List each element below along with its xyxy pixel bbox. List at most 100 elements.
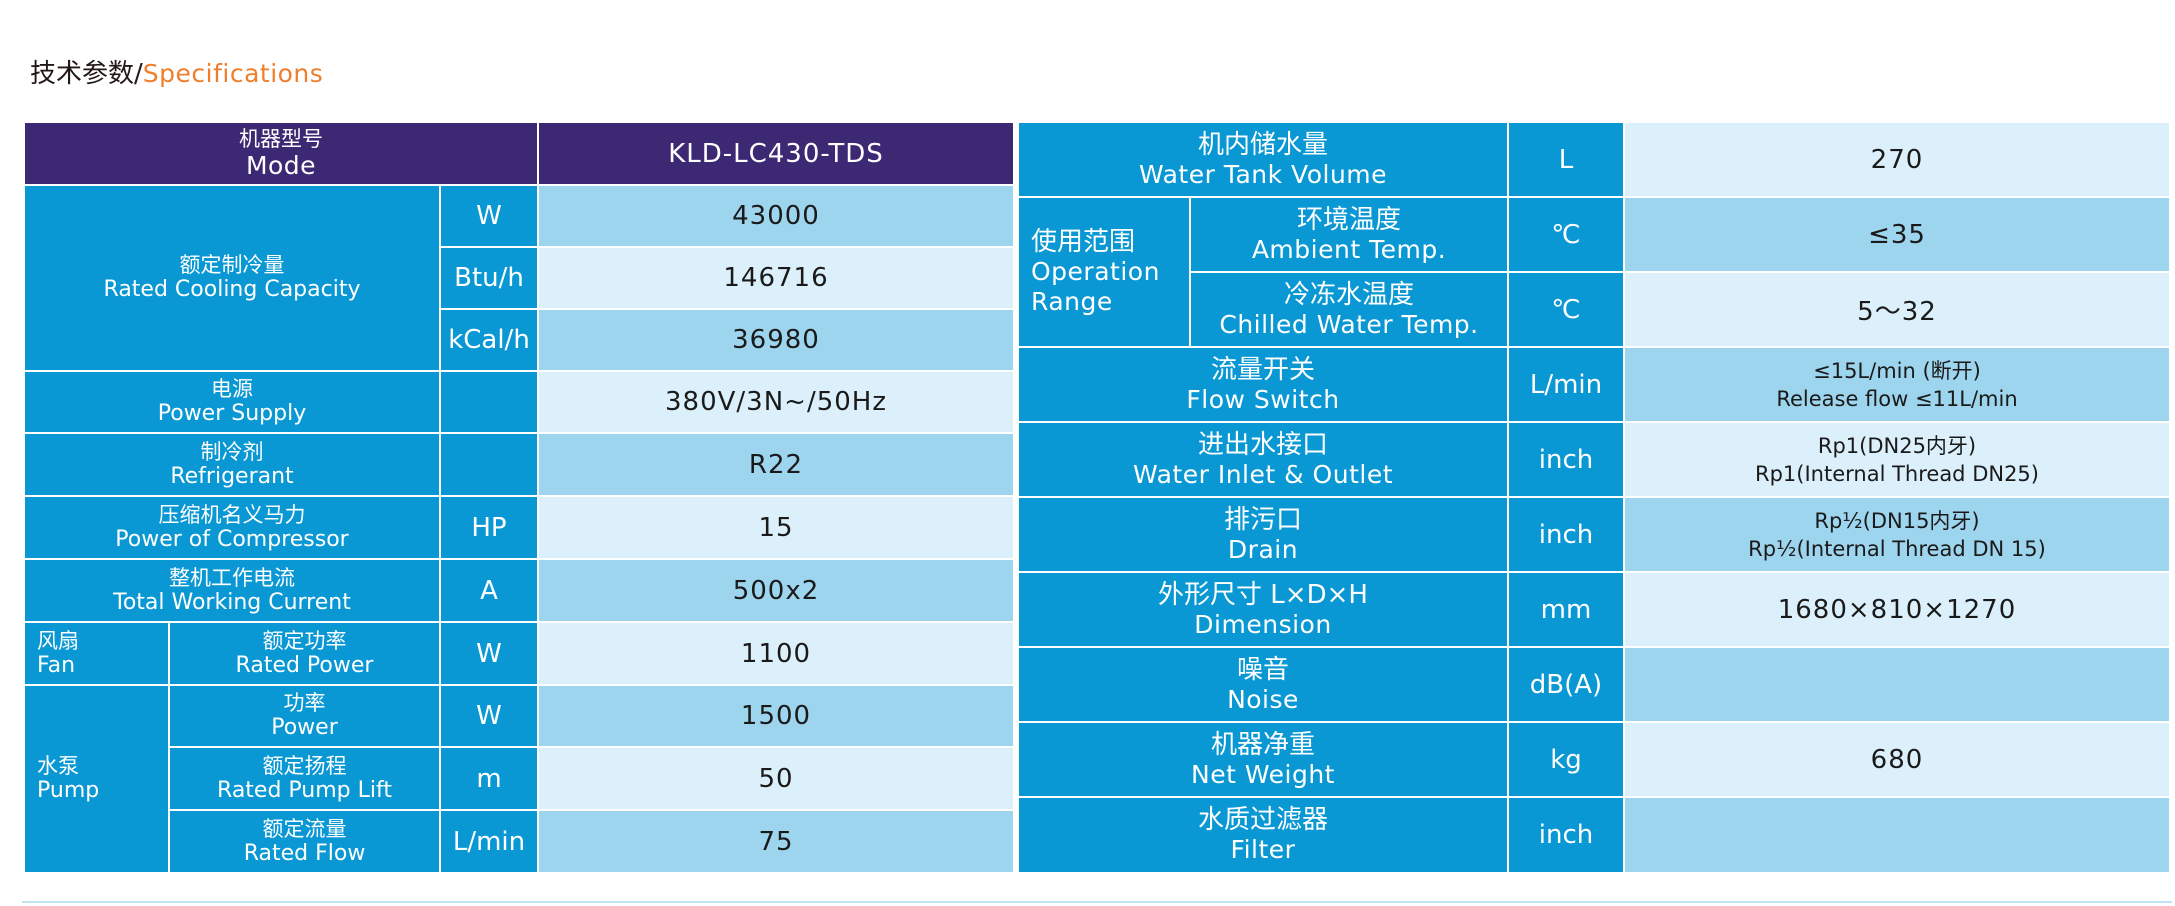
label-en: Power	[271, 715, 338, 740]
unit-cell: inch	[1508, 422, 1624, 497]
value-cell: 680	[1624, 722, 2170, 797]
unit-cell: L/min	[1508, 347, 1624, 422]
pump-label: 水泵 Pump	[24, 685, 169, 873]
label-zh: 制冷剂	[200, 439, 264, 464]
unit-cell: A	[440, 559, 538, 622]
chilled-water-temp-label: 冷冻水温度 Chilled Water Temp.	[1190, 272, 1508, 347]
unit-cell: Btu/h	[440, 247, 538, 309]
label-en: Drain	[1227, 534, 1299, 564]
value-text: 1500	[740, 701, 812, 731]
title-zh: 技术参数/	[30, 59, 143, 89]
unit-cell: kg	[1508, 722, 1624, 797]
value-text: Release flow ≤11L/min	[1776, 386, 2018, 411]
unit-cell: L	[1508, 122, 1624, 197]
unit-text: W	[476, 638, 502, 669]
cooling-capacity-label: 额定制冷量 Rated Cooling Capacity	[24, 185, 440, 371]
value-text: 270	[1870, 144, 1924, 175]
power-supply-label: 电源 Power Supply	[24, 371, 440, 433]
value-text: 50	[758, 763, 794, 794]
label-en: Fan	[37, 652, 76, 678]
value-cell: ≤35	[1624, 197, 2170, 272]
pump-flow-label: 额定流量 Rated Flow	[169, 810, 440, 873]
value-cell: Rp1(DN25内牙) Rp1(Internal Thread DN25)	[1624, 422, 2170, 497]
label-zh: 水质过滤器	[1197, 805, 1328, 835]
label-zh: 整机工作电流	[169, 565, 295, 590]
value-text: Rp½(Internal Thread DN 15)	[1748, 536, 2046, 561]
value-cell: 5～32	[1624, 272, 2170, 347]
unit-cell: dB(A)	[1508, 647, 1624, 722]
value-text: 1680×810×1270	[1777, 594, 2017, 625]
fan-label: 风扇 Fan	[24, 622, 169, 685]
label-en: Net Weight	[1191, 759, 1335, 789]
unit-cell: HP	[440, 496, 538, 559]
value-text: Rp½(DN15内牙)	[1814, 508, 1980, 533]
value-cell: Rp½(DN15内牙) Rp½(Internal Thread DN 15)	[1624, 497, 2170, 572]
label-zh: 额定流量	[262, 816, 347, 841]
unit-cell: ℃	[1508, 272, 1624, 347]
model-value: KLD-LC430-TDS	[538, 122, 1014, 185]
label-en: Refrigerant	[170, 463, 294, 489]
label-zh: 额定功率	[262, 628, 347, 653]
value-text: 43000	[732, 201, 820, 231]
label-en: Power Supply	[157, 401, 307, 426]
unit-text: HP	[471, 512, 507, 543]
value-text: 380V/3N~/50Hz	[665, 387, 887, 417]
label-zh: 额定扬程	[262, 753, 347, 778]
unit-text: dB(A)	[1529, 669, 1603, 700]
label-zh: 排污口	[1223, 504, 1302, 535]
value-cell: R22	[538, 433, 1014, 496]
label-zh: 冷冻水温度	[1283, 279, 1414, 310]
unit-text: A	[480, 575, 498, 606]
unit-text: mm	[1540, 594, 1592, 625]
unit-text: W	[476, 201, 502, 231]
value-cell	[1624, 647, 2170, 722]
label-zh: 功率	[283, 691, 326, 715]
value-cell: 1680×810×1270	[1624, 572, 2170, 647]
value-text: Rp1(Internal Thread DN25)	[1755, 461, 2039, 486]
label-en: Rated Pump Lift	[217, 777, 392, 803]
unit-cell: W	[440, 622, 538, 685]
value-cell: 146716	[538, 247, 1014, 309]
label-en: Rated Cooling Capacity	[103, 277, 361, 302]
value-cell: 1100	[538, 622, 1014, 685]
unit-text: kCal/h	[448, 325, 530, 355]
unit-cell: kCal/h	[440, 309, 538, 371]
label-zh: 流量开关	[1210, 354, 1315, 385]
unit-text: L/min	[452, 826, 526, 857]
unit-cell: W	[440, 185, 538, 247]
unit-text: Btu/h	[454, 263, 524, 293]
value-text: 5～32	[1857, 297, 1937, 327]
unit-cell	[440, 433, 538, 496]
fan-rated-power-label: 额定功率 Rated Power	[169, 622, 440, 685]
label-en: Rated Flow	[243, 840, 366, 866]
model-label: 机器型号 Mode	[24, 122, 538, 185]
title-en: Specifications	[142, 59, 324, 88]
label-zh: 外形尺寸 L×D×H	[1158, 579, 1368, 610]
label-en: Flow Switch	[1186, 384, 1340, 414]
label-en: Ambient Temp.	[1251, 234, 1447, 264]
noise-label: 噪音 Noise	[1018, 647, 1508, 722]
unit-text: W	[476, 701, 502, 731]
page-title: 技术参数/Specifications	[30, 22, 323, 102]
label-en: Water Tank Volume	[1138, 159, 1388, 189]
flow-switch-label: 流量开关 Flow Switch	[1018, 347, 1508, 422]
unit-cell: L/min	[440, 810, 538, 873]
water-inlet-outlet-label: 进出水接口 Water Inlet & Outlet	[1018, 422, 1508, 497]
value-cell: 380V/3N~/50Hz	[538, 371, 1014, 433]
label-en: Pump	[37, 778, 100, 803]
label-zh: 机器型号	[239, 126, 323, 151]
value-text: 36980	[732, 325, 820, 355]
unit-cell: ℃	[1508, 197, 1624, 272]
label-en: Filter	[1230, 835, 1296, 864]
unit-text: ℃	[1551, 219, 1581, 250]
value-text: R22	[748, 449, 804, 480]
unit-cell: W	[440, 685, 538, 747]
net-weight-label: 机器净重 Net Weight	[1018, 722, 1508, 797]
unit-text: inch	[1538, 820, 1594, 850]
value-text: 500x2	[732, 575, 820, 606]
label-zh: 机内储水量	[1197, 129, 1328, 160]
tank-volume-label: 机内储水量 Water Tank Volume	[1018, 122, 1508, 197]
drain-label: 排污口 Drain	[1018, 497, 1508, 572]
unit-text: ℃	[1551, 294, 1581, 325]
value-text: 680	[1870, 744, 1924, 775]
